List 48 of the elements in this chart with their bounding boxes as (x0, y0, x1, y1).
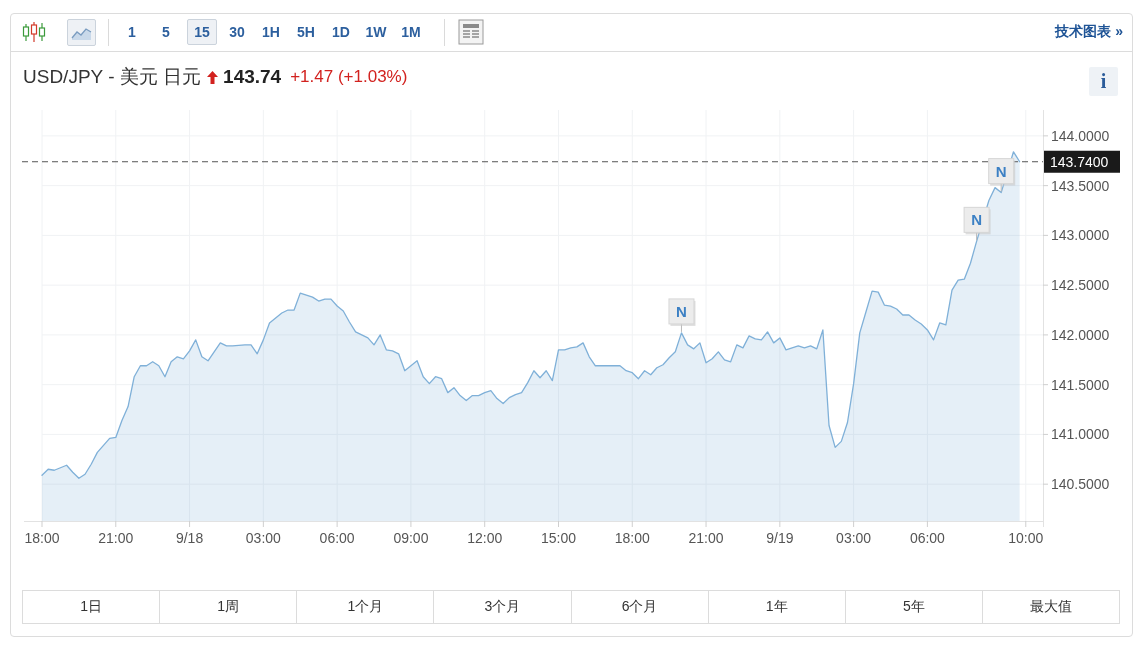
ref-line-label: 143.7400 (1050, 153, 1109, 170)
text: 5年 (845, 591, 983, 623)
x-tick-label: 12:00 (467, 530, 503, 546)
text: 3个月 (434, 591, 572, 623)
annotation: N (995, 162, 1007, 180)
text: 1个月 (297, 591, 435, 623)
text: 15 (187, 19, 217, 45)
text: 1H (256, 19, 286, 45)
text: +1.47 (+1.03%) (290, 67, 408, 87)
text: 技术图表 » (1055, 21, 1123, 43)
text: 5H (291, 19, 321, 45)
x-tick-label: 06:00 (909, 530, 946, 546)
text: 1日 (23, 591, 161, 623)
text: 5 (151, 19, 181, 45)
x-tick-label: 10:00 (1008, 530, 1044, 546)
text: 1W (361, 19, 391, 45)
annotation: N (676, 302, 687, 320)
text: 1年 (708, 591, 846, 623)
x-tick-label: 18:00 (614, 530, 650, 546)
x-tick-label: 18:00 (24, 530, 60, 546)
text: 1M (396, 19, 426, 45)
text: 1周 (160, 591, 298, 623)
x-tick-label: 03:00 (245, 530, 282, 546)
y-tick-label: 142.0000 (1051, 326, 1110, 343)
x-tick-label: 09:00 (393, 530, 429, 546)
text: 143.74 (223, 66, 282, 88)
y-tick-label: 140.5000 (1051, 476, 1110, 493)
text: 1 (117, 19, 147, 45)
x-tick-label: 15:00 (540, 530, 577, 546)
y-tick-label: 144.0000 (1051, 127, 1110, 144)
text: 30 (222, 19, 252, 45)
y-tick-label: 141.0000 (1051, 426, 1110, 443)
text: 最大值 (982, 591, 1119, 623)
annotation: N (971, 211, 983, 229)
y-tick-label: 143.0000 (1051, 227, 1110, 244)
chart-title: USD/JPY - 美元 日元 (23, 65, 202, 89)
x-tick-label: 9/18 (175, 530, 204, 546)
x-tick-label: 9/19 (766, 530, 794, 546)
x-tick-label: 21:00 (98, 530, 134, 546)
x-tick-label: 06:00 (319, 530, 355, 546)
text: 6个月 (571, 591, 709, 623)
x-tick-label: 03:00 (836, 530, 872, 546)
text: i (1089, 67, 1118, 96)
x-tick-label: 21:00 (688, 530, 724, 546)
text: 1D (326, 19, 356, 45)
y-tick-label: 141.5000 (1051, 376, 1110, 393)
y-tick-label: 143.5000 (1051, 177, 1110, 194)
y-tick-label: 142.5000 (1051, 277, 1110, 294)
